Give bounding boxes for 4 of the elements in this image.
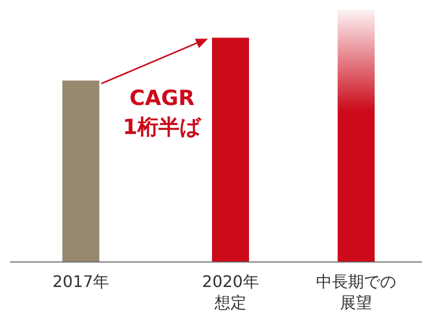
x-tick-label: 中長期での展望	[316, 272, 396, 312]
x-tick-label: 2020年想定	[202, 272, 259, 312]
x-tick-label: 2017年	[52, 272, 110, 291]
annotation: CAGR 1桁半ば	[122, 86, 202, 139]
